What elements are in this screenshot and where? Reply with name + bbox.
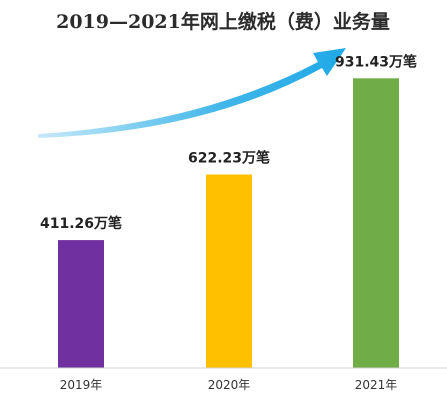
- data-labels-layer: 411.26万笔 622.23万笔 931.43万笔: [40, 53, 417, 232]
- x-tick-label-3: 2021年: [355, 378, 398, 392]
- data-label-1: 411.26万笔: [40, 215, 122, 232]
- x-tick-label-2: 2020年: [208, 378, 251, 392]
- bar-1: [58, 240, 104, 368]
- data-label-3: 931.43万笔: [335, 53, 417, 70]
- chart-title: 2019—2021年网上缴税（费）业务量: [56, 10, 390, 33]
- x-tick-label-1: 2019年: [60, 378, 103, 392]
- bar-2: [206, 174, 252, 368]
- data-label-2: 622.23万笔: [188, 149, 270, 166]
- x-tick-labels: 2019年 2020年 2021年: [60, 378, 398, 392]
- trend-arrow-icon: [38, 48, 346, 138]
- bar-3: [353, 78, 399, 369]
- bars-layer: [58, 78, 399, 369]
